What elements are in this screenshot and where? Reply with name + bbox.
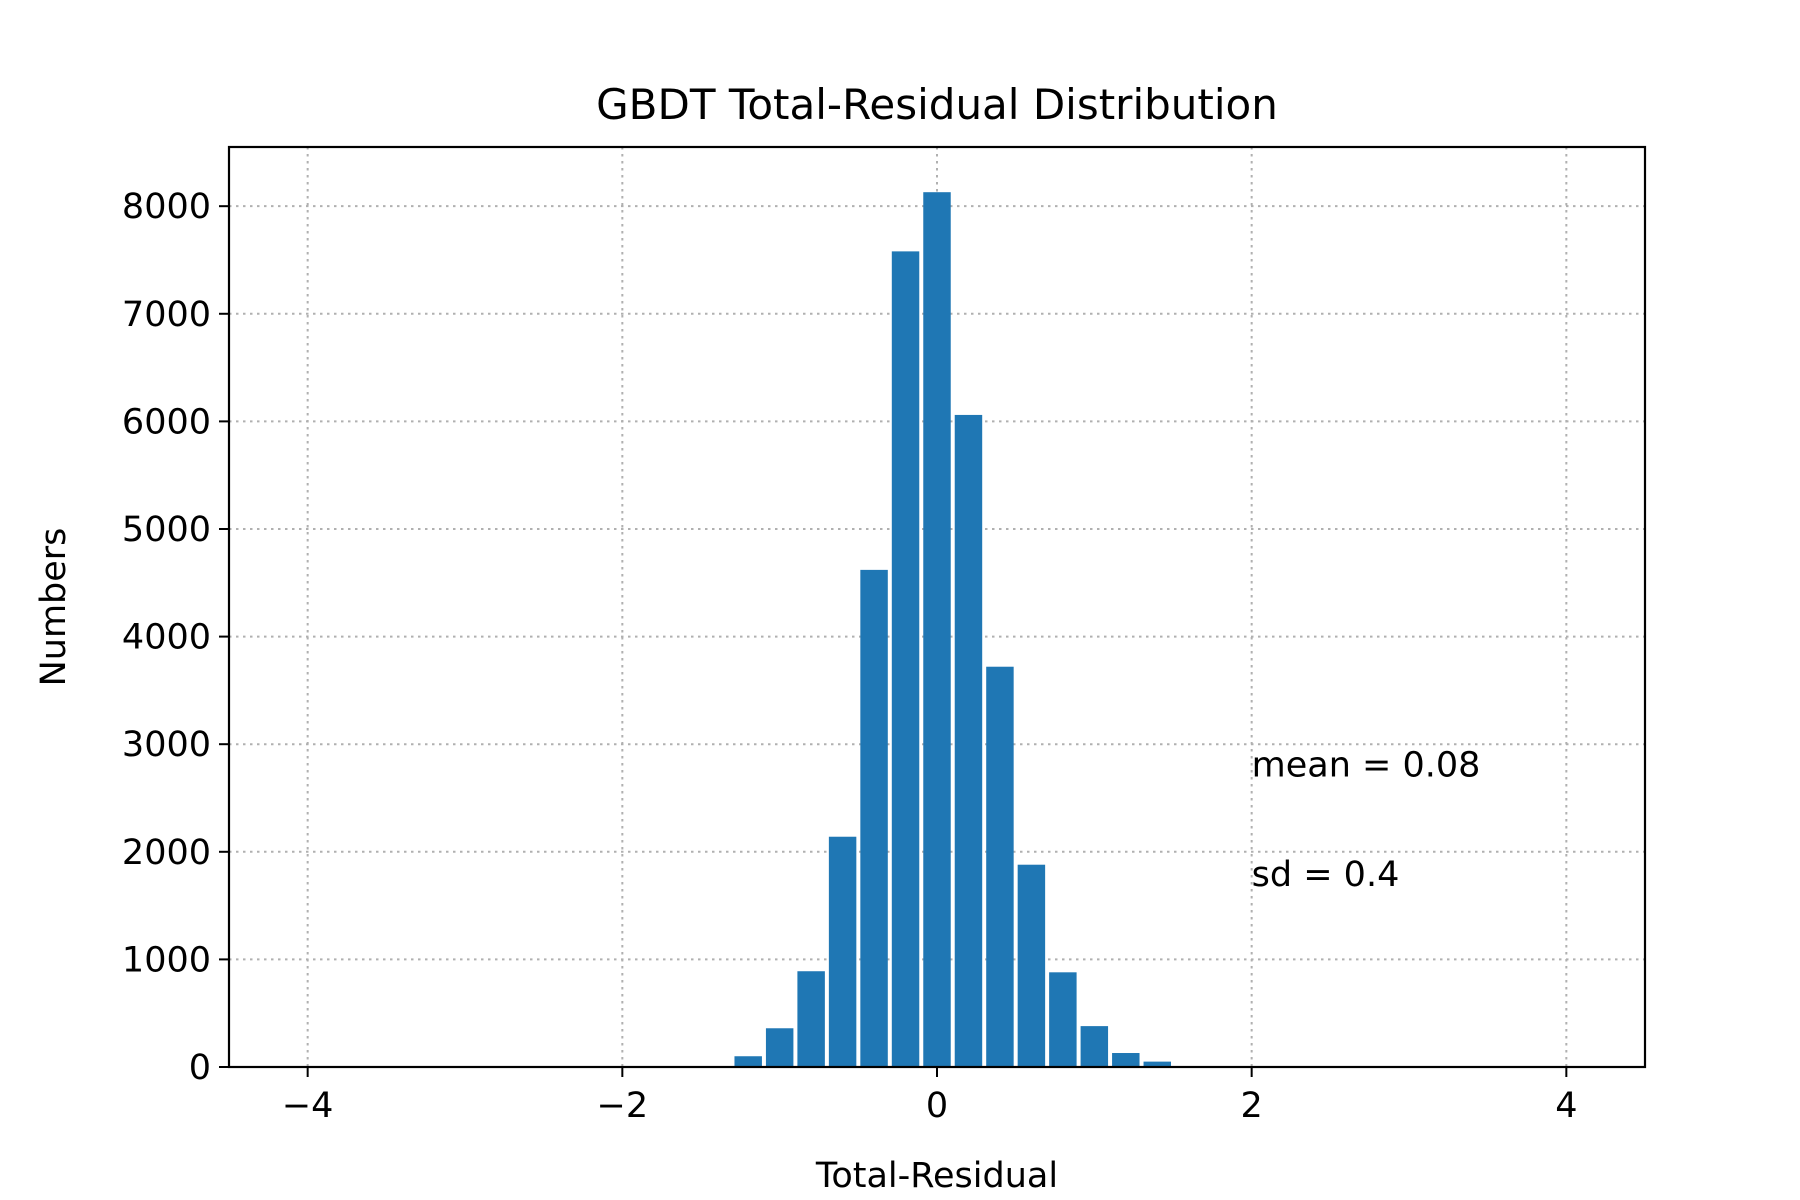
histogram-bar [765,1028,794,1067]
chart-title: GBDT Total-Residual Distribution [596,80,1278,129]
histogram-bar [797,971,825,1067]
y-tick-label: 6000 [122,402,211,442]
annotations: mean = 0.08 sd = 0.4 [1252,745,1481,895]
x-tick-label: 2 [1241,1086,1263,1126]
histogram-bar [860,569,888,1067]
y-tick-label: 0 [189,1048,211,1088]
stat-annotation: sd = 0.4 [1252,855,1400,895]
histogram-bar [828,836,857,1067]
y-axis-label: Numbers [34,528,74,687]
histogram-bar [954,414,983,1067]
histogram-bar [1143,1061,1171,1067]
x-tick-label: −2 [597,1086,649,1126]
histogram-bar [891,251,920,1067]
stat-annotation: mean = 0.08 [1252,745,1481,785]
y-tick-label: 2000 [122,833,211,873]
y-tick-label: 4000 [122,618,211,658]
histogram-bar [923,192,951,1067]
histogram-bar [1049,972,1077,1067]
histogram-bar [734,1056,762,1067]
histogram-bars [734,192,1171,1067]
y-tick-label: 7000 [122,295,211,335]
x-axis-label: Total-Residual [815,1156,1058,1196]
x-tick-label: −4 [282,1086,334,1126]
histogram-bar [1112,1053,1140,1067]
histogram-bar [1080,1026,1109,1067]
y-tick-label: 3000 [122,725,211,765]
axis-ticks: −4 −2 0 2 4 0 1000 2000 3000 4000 5000 6000 7000 8000 [122,187,1578,1126]
x-tick-label: 4 [1555,1086,1577,1126]
y-tick-label: 8000 [122,187,211,227]
y-tick-label: 1000 [122,940,211,980]
histogram-bar [986,666,1014,1067]
y-tick-label: 5000 [122,510,211,550]
x-tick-label: 0 [926,1086,948,1126]
histogram-bar [1017,864,1046,1067]
